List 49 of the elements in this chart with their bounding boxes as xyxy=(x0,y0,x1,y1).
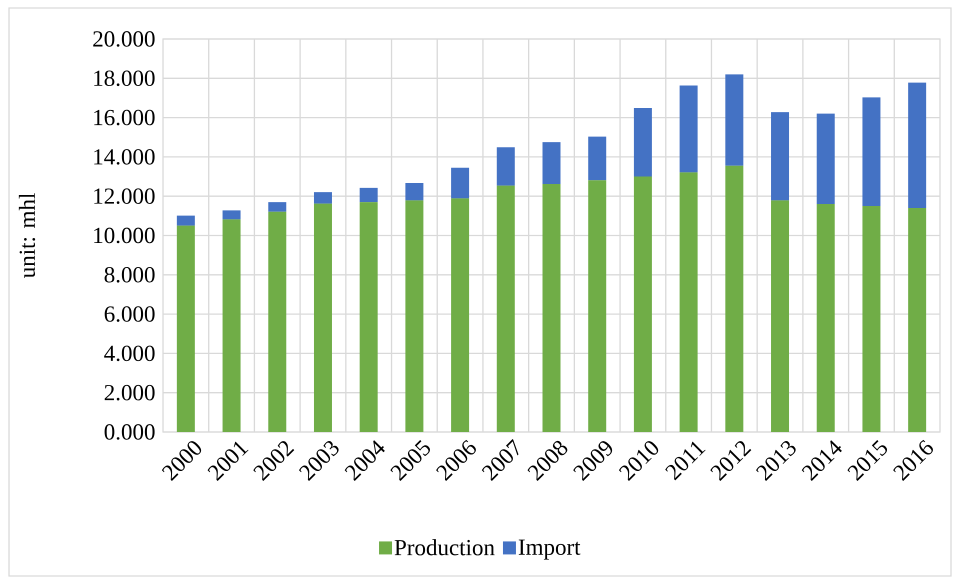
y-tick-label: 12.000 xyxy=(94,188,155,204)
y-tick-label: 4.000 xyxy=(104,346,155,362)
bar xyxy=(405,183,424,200)
bar xyxy=(908,82,926,208)
bar xyxy=(725,74,744,166)
bar xyxy=(725,166,744,432)
y-tick-label: 6.000 xyxy=(104,306,155,322)
bar xyxy=(542,184,560,432)
bar xyxy=(771,112,790,200)
bar xyxy=(588,180,606,432)
bar xyxy=(222,219,241,432)
y-tick-label: 16.000 xyxy=(94,110,155,126)
bar xyxy=(908,208,926,432)
bar xyxy=(360,188,378,202)
bar xyxy=(588,136,606,180)
y-tick-label: 20.000 xyxy=(93,31,155,47)
y-tick-label: 8.000 xyxy=(104,266,155,283)
bar xyxy=(680,86,698,172)
bar xyxy=(634,176,652,432)
bar xyxy=(176,226,195,432)
bar xyxy=(268,212,286,432)
bar xyxy=(360,202,378,432)
bar xyxy=(862,97,880,206)
bar xyxy=(222,210,241,220)
bar xyxy=(176,216,195,226)
bar xyxy=(268,202,286,212)
x-tick-label: 2011 xyxy=(665,442,706,480)
bar xyxy=(862,206,880,432)
y-tick-label: 0.000 xyxy=(104,424,155,440)
y-tick-label: 18.000 xyxy=(94,70,155,86)
bar xyxy=(314,204,332,432)
y-tick-label: 10.000 xyxy=(94,228,155,244)
y-tick-label: 2.000 xyxy=(104,384,155,401)
bar xyxy=(451,198,470,432)
bar xyxy=(816,114,835,204)
y-tick-label: 14.000 xyxy=(94,149,155,165)
bar xyxy=(451,168,470,198)
y-axis-title: unit: mhl xyxy=(18,193,36,278)
bar xyxy=(496,147,515,186)
bar xyxy=(680,172,698,432)
legend-label: Import xyxy=(518,540,580,560)
bar xyxy=(542,142,560,184)
legend-label: Production xyxy=(394,539,495,556)
bar xyxy=(771,200,790,432)
bar xyxy=(314,192,332,204)
bar xyxy=(405,200,424,432)
bar xyxy=(634,108,652,177)
bar xyxy=(816,204,835,432)
bar xyxy=(496,186,515,432)
